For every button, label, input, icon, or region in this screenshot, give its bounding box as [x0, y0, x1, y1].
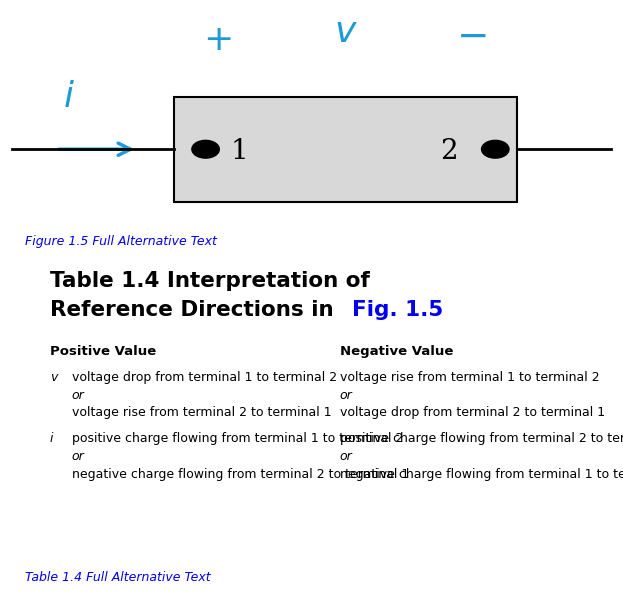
- Bar: [174, 97, 517, 201]
- Text: Positive Value: Positive Value: [50, 345, 156, 358]
- Text: Table 1.4 Interpretation of: Table 1.4 Interpretation of: [50, 272, 369, 292]
- Text: v: v: [50, 371, 57, 384]
- Text: voltage drop from terminal 1 to terminal 2: voltage drop from terminal 1 to terminal…: [72, 371, 337, 384]
- Text: negative charge flowing from terminal 2 to terminal 1: negative charge flowing from terminal 2 …: [72, 468, 409, 481]
- Text: negative charge flowing from terminal 1 to terminal 2: negative charge flowing from terminal 1 …: [340, 468, 623, 481]
- Text: 1: 1: [231, 138, 249, 165]
- Text: voltage rise from terminal 2 to terminal 1: voltage rise from terminal 2 to terminal…: [72, 406, 331, 419]
- Text: $i$: $i$: [62, 80, 75, 114]
- Text: or: or: [72, 450, 84, 463]
- Text: +: +: [203, 24, 233, 57]
- Text: voltage rise from terminal 1 to terminal 2: voltage rise from terminal 1 to terminal…: [340, 371, 599, 384]
- Circle shape: [482, 140, 509, 158]
- Text: Table 1.4 Full Alternative Text: Table 1.4 Full Alternative Text: [25, 571, 211, 584]
- Text: Figure 1.5 Full Alternative Text: Figure 1.5 Full Alternative Text: [25, 235, 217, 248]
- Text: positive charge flowing from terminal 2 to terminal 1: positive charge flowing from terminal 2 …: [340, 431, 623, 445]
- Text: −: −: [457, 18, 490, 55]
- Text: or: or: [340, 450, 352, 463]
- Text: 2: 2: [440, 138, 457, 165]
- Text: Negative Value: Negative Value: [340, 345, 453, 358]
- Text: positive charge flowing from terminal 1 to terminal 2: positive charge flowing from terminal 1 …: [72, 431, 403, 445]
- Text: voltage drop from terminal 2 to terminal 1: voltage drop from terminal 2 to terminal…: [340, 406, 605, 419]
- Text: i: i: [50, 431, 54, 445]
- Text: or: or: [72, 389, 84, 402]
- Text: Fig. 1.5: Fig. 1.5: [352, 300, 443, 320]
- Text: $v$: $v$: [334, 15, 358, 49]
- Text: or: or: [340, 389, 352, 402]
- Text: Reference Directions in: Reference Directions in: [50, 300, 341, 320]
- Circle shape: [192, 140, 219, 158]
- FancyArrowPatch shape: [59, 143, 130, 155]
